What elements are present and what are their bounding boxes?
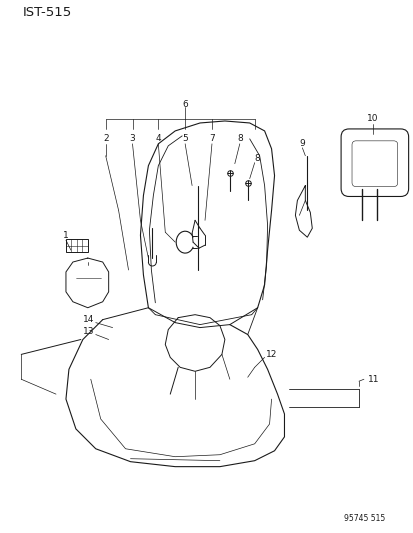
Text: 8: 8: [254, 154, 260, 163]
Bar: [66, 239, 88, 252]
Text: 1: 1: [63, 231, 69, 240]
FancyBboxPatch shape: [340, 129, 408, 197]
Text: 8: 8: [236, 134, 242, 143]
Text: 11: 11: [367, 375, 379, 384]
Text: 2: 2: [102, 134, 108, 143]
Text: 3: 3: [129, 134, 135, 143]
Text: 14: 14: [83, 315, 94, 324]
Text: IST-515: IST-515: [23, 6, 72, 19]
Text: 12: 12: [265, 350, 277, 359]
Text: 9: 9: [299, 139, 304, 148]
Text: 4: 4: [155, 134, 161, 143]
Text: 7: 7: [209, 134, 214, 143]
Text: 5: 5: [182, 134, 188, 143]
Text: 13: 13: [83, 327, 94, 336]
Text: 95745 515: 95745 515: [343, 514, 385, 523]
Text: 6: 6: [182, 100, 188, 109]
Text: 10: 10: [366, 115, 378, 124]
